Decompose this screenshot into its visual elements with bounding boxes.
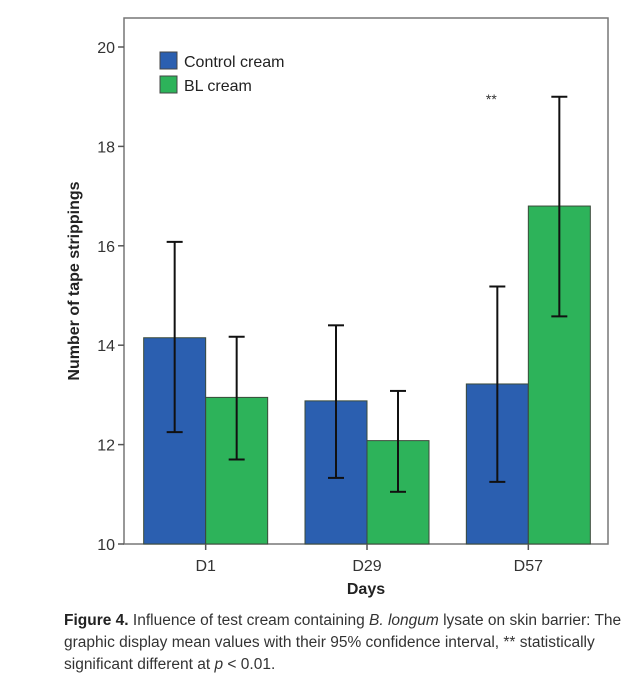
significance-annotation: **: [486, 91, 497, 107]
legend-label: Control cream: [184, 54, 284, 71]
caption-label: Figure 4.: [64, 612, 129, 629]
legend: Control cream BL cream: [159, 51, 284, 95]
caption-text-1: Influence of test cream containing: [128, 612, 369, 629]
y-tick-label: 14: [97, 338, 115, 355]
x-tick-label: D29: [352, 558, 381, 575]
caption-text-2: lysate on skin barrier: The graphic disp…: [64, 612, 622, 673]
y-tick-label: 20: [97, 40, 115, 57]
legend-swatch: [159, 75, 178, 94]
x-tick-label: D1: [195, 558, 216, 575]
caption-italic-1: B. longum: [369, 612, 439, 629]
y-tick-label: 12: [97, 438, 115, 455]
figure-caption: Figure 4. Influence of test cream contai…: [64, 610, 624, 676]
legend-label: BL cream: [184, 78, 252, 95]
y-tick-label: 18: [97, 139, 115, 156]
y-tick-label: 16: [97, 239, 115, 256]
caption-italic-2: p: [214, 656, 224, 673]
caption-text-3: < 0.01.: [223, 656, 276, 673]
y-axis-label: Number of tape strippings: [66, 181, 83, 380]
y-tick-label: 10: [97, 537, 115, 554]
x-axis-label: Days: [347, 581, 385, 598]
legend-swatch: [159, 51, 178, 70]
bar-chart: 10 12 14 16 18 20 D1 D29 D57 ** Control cream BL …: [66, 17, 609, 598]
x-tick-label: D57: [514, 558, 543, 575]
